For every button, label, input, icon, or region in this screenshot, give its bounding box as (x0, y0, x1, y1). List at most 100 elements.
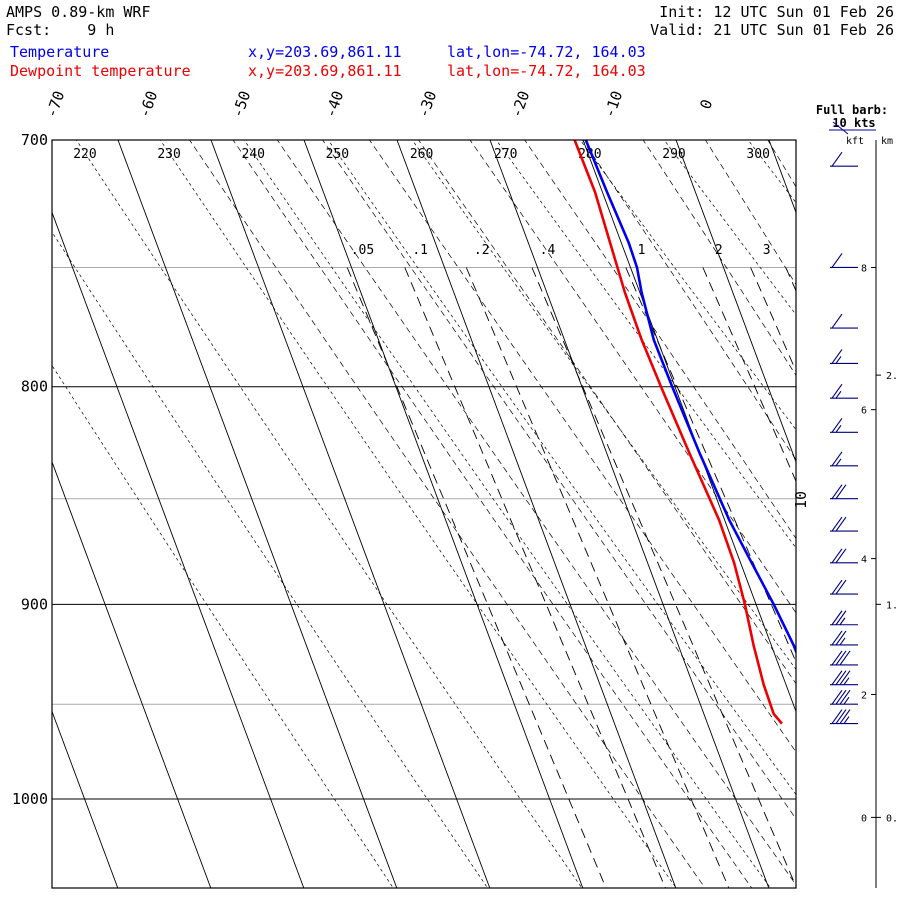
moist-adiabat (418, 140, 796, 685)
model-title: AMPS 0.89-km WRF (6, 3, 151, 21)
temp-label: -10 (600, 88, 626, 120)
xy-dewpoint: x,y=203.69,861.11 (248, 62, 402, 80)
wind-barb-feather (831, 709, 843, 724)
wind-barb-half (843, 677, 850, 685)
theta-label: 290 (662, 147, 685, 162)
mixing-ratio-label: 4 (798, 243, 806, 258)
theta-label: 270 (494, 147, 517, 162)
isotherm (489, 140, 770, 888)
wind-barb-feather (835, 579, 847, 595)
dry-adiabat (495, 140, 796, 549)
moist-adiabat (582, 140, 796, 461)
theta-label: 260 (410, 147, 433, 162)
km-axis-label: km (881, 136, 893, 147)
wind-barb-feather (831, 383, 843, 399)
wind-barb (830, 253, 858, 269)
wind-barb-feather (835, 650, 847, 666)
isotherm (862, 140, 900, 888)
wind-barb-feather (831, 349, 843, 364)
isotherm (117, 140, 398, 888)
mixing-ratio-label: 2 (715, 243, 723, 258)
dry-adiabat (75, 140, 583, 888)
dry-adiabat (243, 140, 771, 888)
wind-barb-feather (831, 418, 843, 433)
temp-label: -70 (42, 88, 68, 120)
wind-barb-half (839, 617, 846, 626)
theta-label: 230 (157, 147, 180, 162)
theta-label: 240 (242, 147, 265, 162)
wind-barb (830, 516, 858, 532)
mixing-ratio-line (625, 267, 796, 664)
temp-label: -60 (135, 88, 161, 120)
temperature-line (584, 140, 796, 655)
kft-axis-label: kft (846, 136, 864, 147)
km-label: 1. (886, 600, 898, 611)
km-label: 2. (886, 371, 898, 382)
dry-adiabat (327, 140, 796, 796)
mixing-ratio-label: 3 (763, 243, 771, 258)
valid-time: Valid: 21 UTC Sun 01 Feb 26 (650, 21, 894, 39)
theta-label: 280 (578, 147, 601, 162)
wind-barb-feather (839, 650, 851, 666)
mixing-ratio-line (465, 267, 730, 888)
wind-barb-half (835, 390, 842, 399)
wind-barb-half (835, 425, 842, 433)
temp-label: -20 (507, 88, 533, 120)
moist-adiabat (814, 113, 900, 900)
mixing-ratio-label: 6 (849, 243, 857, 258)
wind-barb (830, 451, 858, 467)
moist-adiabat (524, 140, 796, 540)
isotherm (675, 140, 796, 464)
mixing-ratio-label: .05 (351, 243, 374, 258)
barb-legend-flag (832, 121, 849, 135)
dry-adiabat (895, 113, 900, 900)
theta-label: 300 (746, 147, 769, 162)
wind-barb-feather (831, 630, 843, 646)
wind-barb-feather (831, 689, 843, 705)
mixing-ratio-line (346, 267, 607, 888)
wind-barb (830, 689, 858, 705)
wind-barb-feather (831, 313, 843, 329)
forecast-hour: Fcst: 9 h (6, 21, 115, 39)
kft-label: 6 (861, 406, 867, 417)
side-label: 10 (792, 491, 810, 509)
legend-dewpoint: Dewpoint temperature (10, 62, 191, 80)
mixing-ratio-label: .2 (474, 243, 490, 258)
wind-barb (830, 670, 858, 686)
wind-barb (830, 610, 858, 626)
wind-barb-feather (835, 670, 847, 685)
wind-barb (830, 630, 858, 646)
kft-label: 2 (861, 690, 867, 701)
axis-labels: 700 800 900 1000 -70 -60 -50 -40 -30 -20 -10 0 10 (12, 88, 810, 808)
dry-adiabat (747, 140, 796, 204)
dry-adiabat (663, 140, 796, 316)
moist-adiabat (369, 140, 796, 753)
kft-label: 4 (861, 555, 867, 566)
moist-adiabat (232, 140, 753, 888)
wind-barb-feather (835, 630, 847, 646)
pressure-label-800: 800 (21, 378, 48, 396)
wind-barb-feather (831, 516, 843, 532)
dry-adiabat (411, 140, 796, 670)
wind-barb-feather (831, 151, 843, 167)
isotherm (768, 140, 796, 214)
wind-barb-feather (835, 709, 847, 724)
moist-adiabat (642, 140, 796, 376)
wind-barb-feather (835, 516, 847, 532)
wind-barb (830, 349, 858, 365)
xy-temperature: x,y=203.69,861.11 (248, 43, 402, 61)
wind-barb-feather (835, 484, 847, 500)
kft-label: 8 (861, 263, 867, 274)
dry-adiabat (52, 364, 394, 888)
temp-label: -50 (228, 88, 254, 120)
mixing-ratio-line (404, 267, 666, 888)
pressure-label-1000: 1000 (12, 790, 48, 808)
moist-adiabat (873, 113, 900, 900)
mixing-ratio-line (837, 268, 900, 900)
plot-frame (51, 139, 797, 889)
kft-label: 0 (861, 813, 867, 824)
isotherm (52, 710, 119, 888)
theta-label: 250 (326, 147, 349, 162)
